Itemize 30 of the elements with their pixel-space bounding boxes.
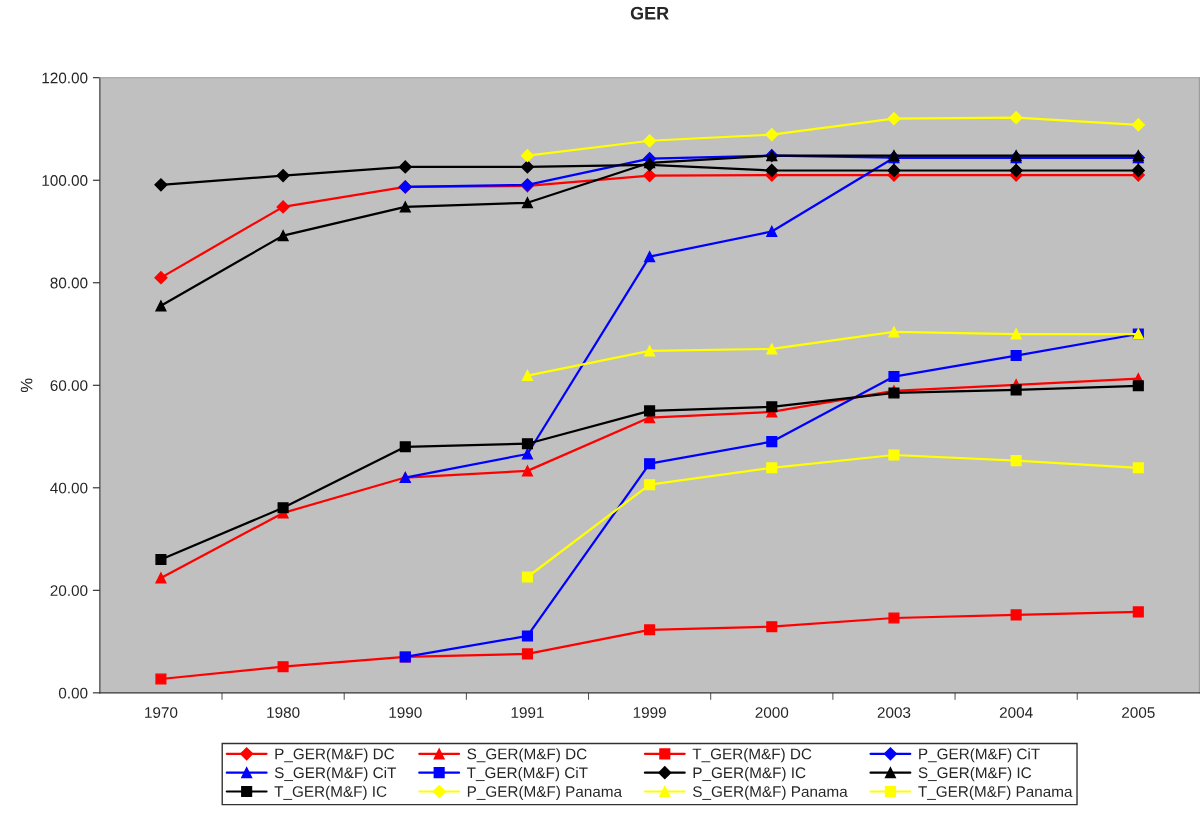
- y-tick-label: 120.00: [42, 72, 88, 84]
- y-tick-label: 100.00: [42, 175, 88, 186]
- x-tick-label: 2005: [1122, 707, 1155, 718]
- legend-label: P_GER(M&F) Panama: [467, 785, 623, 801]
- legend-label: P_GER(M&F) DC: [275, 748, 395, 763]
- x-tick-label: 2004: [999, 707, 1033, 718]
- legend-label: T_GER(M&F) IC: [274, 785, 387, 801]
- legend-label: S_GER(M&F) Panama: [692, 785, 848, 801]
- legend-label: T_GER(M&F) Panama: [918, 785, 1073, 801]
- chart-title: GER: [630, 6, 669, 20]
- y-axis-title: %: [20, 378, 33, 393]
- y-tick-label: 80.00: [50, 277, 88, 289]
- x-tick-label: 1991: [511, 707, 544, 718]
- legend-label: T_GER(M&F) DC: [692, 748, 812, 763]
- x-tick-label: 1999: [633, 707, 666, 718]
- x-tick-label: 1990: [389, 707, 422, 718]
- legend-label: S_GER(M&F) CiT: [274, 766, 397, 782]
- x-tick-label: 1970: [145, 707, 178, 718]
- x-tick-label: 2003: [877, 707, 911, 718]
- y-tick-label: 60.00: [50, 380, 88, 391]
- y-tick-label: 20.00: [50, 585, 88, 597]
- y-tick-label: 0.00: [58, 687, 88, 699]
- x-tick-label: 1980: [267, 707, 300, 718]
- legend-label: P_GER(M&F) CiT: [919, 748, 1040, 763]
- legend-label: S_GER(M&F) DC: [467, 748, 587, 763]
- y-tick-label: 40.00: [50, 482, 88, 494]
- legend-label: T_GER(M&F) CiT: [467, 766, 588, 782]
- x-tick-label: 2000: [755, 707, 789, 718]
- legend-label: P_GER(M&F) IC: [693, 766, 806, 782]
- legend-label: S_GER(M&F) IC: [918, 766, 1032, 782]
